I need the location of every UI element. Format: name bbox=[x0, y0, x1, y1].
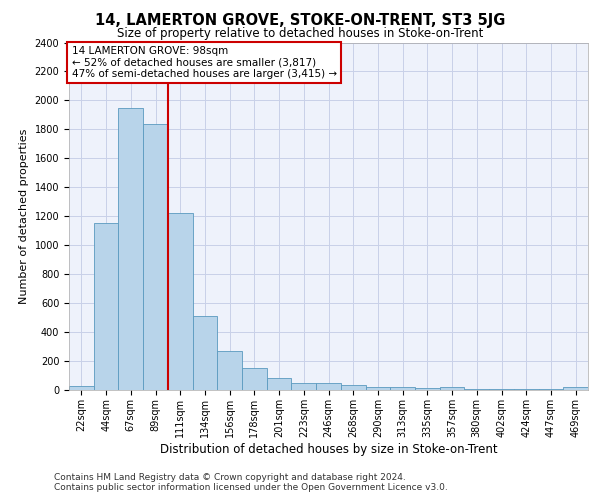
Bar bbox=[292, 383, 316, 390]
Text: Distribution of detached houses by size in Stoke-on-Trent: Distribution of detached houses by size … bbox=[160, 442, 497, 456]
Bar bbox=[143, 124, 168, 390]
Bar bbox=[464, 388, 489, 390]
Text: Contains HM Land Registry data © Crown copyright and database right 2024.: Contains HM Land Registry data © Crown c… bbox=[54, 474, 406, 482]
Bar bbox=[118, 108, 143, 390]
Y-axis label: Number of detached properties: Number of detached properties bbox=[19, 128, 29, 304]
Text: Size of property relative to detached houses in Stoke-on-Trent: Size of property relative to detached ho… bbox=[117, 28, 483, 40]
Bar bbox=[168, 214, 193, 390]
Bar bbox=[489, 388, 514, 390]
Bar bbox=[94, 224, 118, 390]
Bar bbox=[242, 368, 267, 390]
Bar bbox=[563, 387, 588, 390]
Bar bbox=[316, 384, 341, 390]
Text: 14, LAMERTON GROVE, STOKE-ON-TRENT, ST3 5JG: 14, LAMERTON GROVE, STOKE-ON-TRENT, ST3 … bbox=[95, 12, 505, 28]
Bar bbox=[341, 385, 365, 390]
Bar bbox=[365, 387, 390, 390]
Bar bbox=[193, 316, 217, 390]
Text: Contains public sector information licensed under the Open Government Licence v3: Contains public sector information licen… bbox=[54, 484, 448, 492]
Bar bbox=[440, 387, 464, 390]
Text: 14 LAMERTON GROVE: 98sqm
← 52% of detached houses are smaller (3,817)
47% of sem: 14 LAMERTON GROVE: 98sqm ← 52% of detach… bbox=[71, 46, 337, 79]
Bar bbox=[217, 351, 242, 390]
Bar bbox=[267, 378, 292, 390]
Bar bbox=[390, 387, 415, 390]
Bar bbox=[415, 388, 440, 390]
Bar bbox=[69, 386, 94, 390]
